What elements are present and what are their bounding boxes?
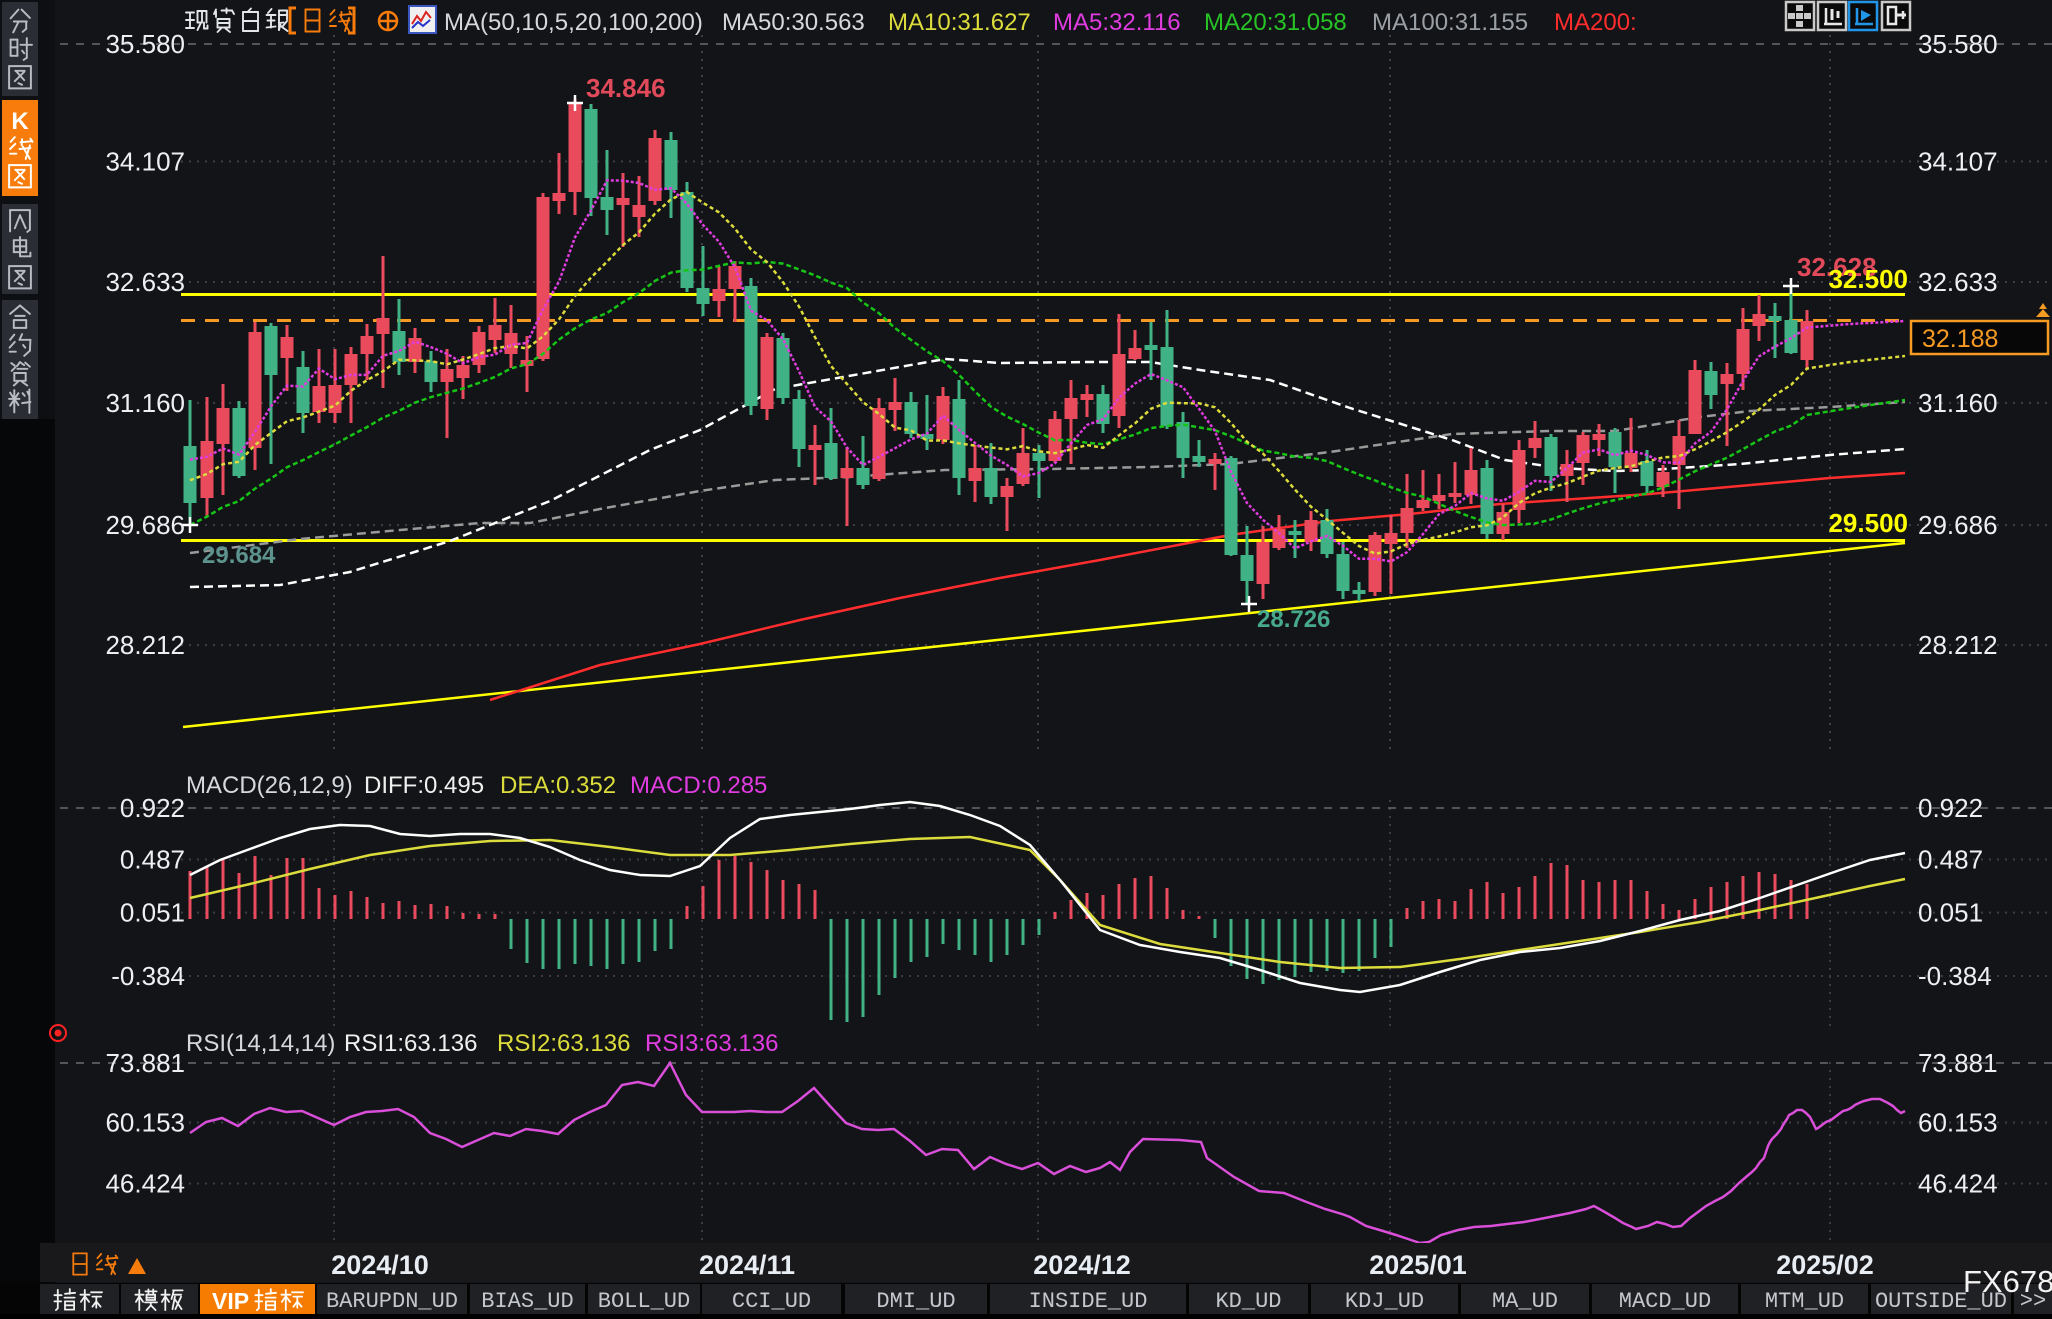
svg-text:MA(50,10,5,20,100,200): MA(50,10,5,20,100,200) (444, 9, 703, 36)
svg-text:46.424: 46.424 (105, 1169, 185, 1199)
svg-text:0.922: 0.922 (1918, 793, 1983, 823)
svg-text:DMI_UD: DMI_UD (876, 1289, 955, 1314)
svg-text:MACD:0.285: MACD:0.285 (630, 772, 767, 799)
svg-text:OUTSIDE_UD: OUTSIDE_UD (1875, 1289, 2007, 1314)
svg-text:2024/11: 2024/11 (699, 1250, 795, 1280)
svg-text:RSI2:63.136: RSI2:63.136 (497, 1030, 630, 1057)
svg-text:28.212: 28.212 (1918, 630, 1998, 660)
svg-text:32.628: 32.628 (1797, 252, 1877, 282)
svg-text:0.487: 0.487 (1918, 845, 1983, 875)
svg-text:2024/12: 2024/12 (1033, 1250, 1131, 1280)
svg-text:2025/01: 2025/01 (1369, 1250, 1467, 1280)
svg-text:32.633: 32.633 (1918, 267, 1998, 297)
svg-text:K: K (11, 108, 29, 135)
svg-text:-0.384: -0.384 (111, 961, 185, 991)
svg-text:>>: >> (2020, 1289, 2046, 1314)
svg-text:46.424: 46.424 (1918, 1169, 1998, 1199)
svg-text:RSI3:63.136: RSI3:63.136 (645, 1030, 778, 1057)
svg-text:29.686: 29.686 (1918, 510, 1998, 540)
svg-text:31.160: 31.160 (105, 388, 185, 418)
svg-text:28.212: 28.212 (105, 630, 185, 660)
svg-text:34.107: 34.107 (105, 147, 185, 177)
svg-text:MA5:32.116: MA5:32.116 (1053, 9, 1181, 36)
svg-text:DIFF:0.495: DIFF:0.495 (364, 772, 484, 799)
svg-text:73.881: 73.881 (105, 1048, 185, 1078)
svg-text:-0.384: -0.384 (1918, 961, 1992, 991)
svg-text:MA10:31.627: MA10:31.627 (888, 9, 1031, 36)
svg-text:29.500: 29.500 (1828, 508, 1908, 538)
svg-text:34.846: 34.846 (586, 73, 666, 103)
svg-text:35.580: 35.580 (105, 29, 185, 59)
svg-text:29.686: 29.686 (105, 510, 185, 540)
svg-text:60.153: 60.153 (1918, 1108, 1998, 1138)
svg-text:FX678: FX678 (1963, 1264, 2052, 1299)
svg-text:0.051: 0.051 (120, 898, 185, 928)
svg-text:MA200:: MA200: (1554, 9, 1637, 36)
svg-text:BARUPDN_UD: BARUPDN_UD (326, 1289, 458, 1314)
svg-text:VIP: VIP (212, 1288, 249, 1314)
svg-text:2025/02: 2025/02 (1776, 1250, 1874, 1280)
svg-text:28.726: 28.726 (1257, 606, 1330, 633)
svg-text:0.922: 0.922 (120, 793, 185, 823)
svg-text:35.580: 35.580 (1918, 29, 1998, 59)
svg-text:32.633: 32.633 (105, 267, 185, 297)
svg-text:73.881: 73.881 (1918, 1048, 1998, 1078)
svg-text:2024/10: 2024/10 (331, 1250, 429, 1280)
svg-text:MACD_UD: MACD_UD (1619, 1289, 1711, 1314)
svg-text:60.153: 60.153 (105, 1108, 185, 1138)
svg-text:MA100:31.155: MA100:31.155 (1372, 9, 1528, 36)
svg-text:31.160: 31.160 (1918, 388, 1998, 418)
svg-text:29.684: 29.684 (202, 542, 276, 569)
svg-text:32.188: 32.188 (1922, 325, 1998, 353)
svg-text:MA50:30.563: MA50:30.563 (722, 9, 865, 36)
svg-text:KDJ_UD: KDJ_UD (1345, 1289, 1424, 1314)
svg-text:BIAS_UD: BIAS_UD (481, 1289, 573, 1314)
svg-text:0.051: 0.051 (1918, 898, 1983, 928)
svg-text:INSIDE_UD: INSIDE_UD (1029, 1289, 1148, 1314)
svg-text:CCI_UD: CCI_UD (732, 1289, 811, 1314)
svg-text:BOLL_UD: BOLL_UD (598, 1289, 690, 1314)
svg-text:DEA:0.352: DEA:0.352 (500, 772, 616, 799)
svg-text:RSI1:63.136: RSI1:63.136 (344, 1030, 477, 1057)
svg-text:34.107: 34.107 (1918, 147, 1998, 177)
svg-text:MA_UD: MA_UD (1492, 1289, 1558, 1314)
svg-text:RSI(14,14,14): RSI(14,14,14) (186, 1030, 335, 1057)
svg-text:MA20:31.058: MA20:31.058 (1204, 9, 1347, 36)
svg-text:0.487: 0.487 (120, 845, 185, 875)
svg-text:32.500: 32.500 (1828, 264, 1908, 294)
svg-text:MTM_UD: MTM_UD (1765, 1289, 1844, 1314)
svg-text:MACD(26,12,9): MACD(26,12,9) (186, 772, 353, 799)
svg-text:KD_UD: KD_UD (1215, 1289, 1281, 1314)
